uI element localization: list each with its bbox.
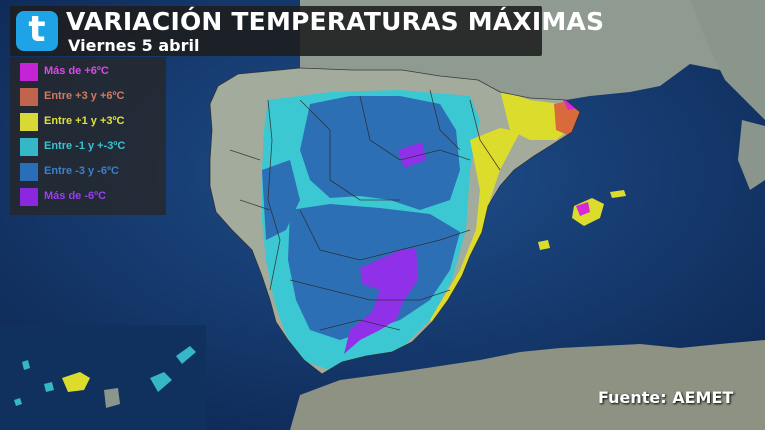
canary-islands [14,346,196,408]
tiempo-logo: t [16,11,58,51]
canary-island-1 [22,360,30,370]
corsica-land [738,120,765,190]
legend-swatch [20,63,38,81]
legend-item-minus3: Entre -3 y -6ºC [16,161,166,183]
legend-item-plus6: Más de +6ºC [16,61,166,83]
legend: Más de +6ºC Entre +3 y +6ºC Entre +1 y +… [10,57,166,215]
zone-plus1-ne [500,90,572,140]
legend-label: Entre -3 y -6ºC [44,165,119,177]
source-credit: Fuente: AEMET [598,388,734,407]
zone-minus3-6-west [262,160,300,240]
legend-item-minus1: Entre -1 y +-3ºC [16,136,166,158]
canary-island-5 [150,372,172,392]
legend-swatch [20,113,38,131]
canary-island-6 [176,346,196,364]
canary-island-3 [62,372,90,392]
legend-swatch [20,138,38,156]
map-title: VARIACIÓN TEMPERATURAS MÁXIMAS [66,7,605,36]
header: t VARIACIÓN TEMPERATURAS MÁXIMAS Viernes… [10,6,604,56]
zone-minus6-south [344,248,418,354]
legend-item-plus3: Entre +3 y +6ºC [16,86,166,108]
map-subtitle: Viernes 5 abril [68,36,200,55]
legend-label: Más de +6ºC [44,65,109,77]
legend-item-plus1: Entre +1 y +3ºC [16,111,166,133]
canary-island-7 [14,398,22,406]
canary-island-2 [44,382,54,392]
legend-label: Más de -6ºC [44,190,107,202]
africa-land [290,340,765,430]
zone-minus6-ne [398,142,426,168]
mallorca-hotspot [576,202,590,216]
legend-label: Entre -1 y +-3ºC [44,140,126,152]
zone-minus3-6-north [300,96,460,210]
canary-inset-bg [0,325,206,430]
canary-island-4 [104,388,120,408]
italy-land [690,0,765,120]
zone-plus1-east [430,128,520,330]
legend-label: Entre +3 y +6ºC [44,90,125,102]
legend-label: Entre +1 y +3ºC [44,115,125,127]
region-borders [209,67,581,375]
menorca [610,190,626,198]
legend-swatch [20,163,38,181]
legend-item-minus6: Más de -6ºC [16,186,166,208]
legend-swatch [20,88,38,106]
ibiza [538,240,550,250]
legend-swatch [20,188,38,206]
